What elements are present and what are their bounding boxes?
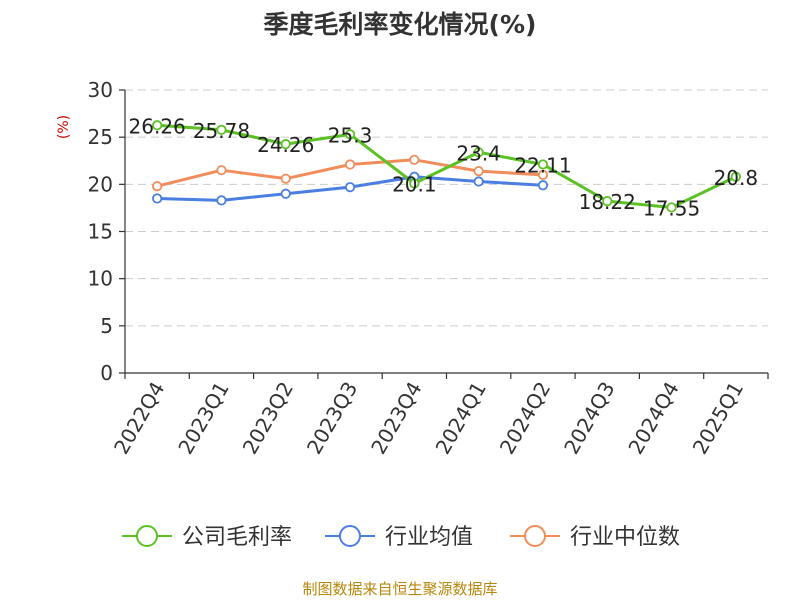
data-point[interactable]: [152, 120, 163, 131]
data-label: 24.26: [257, 133, 314, 157]
legend-swatch-marker: [339, 525, 361, 547]
x-tick-label: 2023Q2: [238, 378, 298, 459]
x-tick-label: 2023Q1: [173, 378, 233, 459]
legend-label: 公司毛利率: [182, 525, 292, 550]
data-labels: 26.26 25.78 24.26 25.3 20.1 23.4 22.11 18.22 17.…: [129, 114, 759, 220]
y-tick-label: 15: [88, 220, 113, 244]
data-point[interactable]: [152, 181, 163, 192]
data-label: 22.11: [514, 153, 571, 177]
data-point[interactable]: [344, 159, 356, 170]
data-label: 20.8: [714, 166, 759, 190]
data-point[interactable]: [666, 202, 677, 213]
axes: [119, 89, 769, 379]
y-tick-label: 0: [100, 361, 113, 385]
data-label: 18.22: [579, 190, 636, 214]
x-tick-label: 2024Q2: [495, 378, 555, 459]
data-point[interactable]: [216, 124, 227, 135]
data-label: 25.3: [328, 123, 373, 147]
data-label: 20.1: [392, 172, 437, 196]
y-axis-label: (%): [56, 115, 72, 139]
legend-label: 行业中位数: [570, 525, 680, 550]
data-label: 25.78: [193, 119, 250, 143]
legend-swatch-marker: [136, 525, 158, 547]
data-point[interactable]: [537, 169, 549, 180]
data-label: 23.4: [456, 141, 501, 165]
data-point[interactable]: [280, 188, 291, 199]
data-point[interactable]: [344, 182, 356, 193]
data-point[interactable]: [473, 166, 484, 177]
data-point[interactable]: [602, 196, 613, 207]
data-point[interactable]: [473, 147, 484, 158]
x-tick-label: 2024Q1: [431, 378, 491, 459]
data-point[interactable]: [280, 139, 291, 150]
x-tick-label: 2024Q3: [559, 378, 619, 459]
data-point[interactable]: [216, 165, 227, 176]
chart-title: 季度毛利率变化情况(%): [264, 10, 537, 39]
data-label: 17.55: [643, 196, 700, 220]
x-tick-label: 2023Q3: [302, 378, 362, 459]
y-tick-label: 10: [88, 267, 113, 291]
legend-swatch-marker: [524, 525, 546, 547]
legend-item-0[interactable]: 公司毛利率: [122, 525, 292, 550]
legend-item-1[interactable]: 行业均值: [325, 525, 473, 550]
x-tick-label: 2025Q1: [688, 378, 748, 459]
data-point[interactable]: [152, 193, 163, 204]
data-point[interactable]: [409, 154, 420, 165]
y-tick-label: 25: [88, 125, 113, 149]
legend-item-2[interactable]: 行业中位数: [510, 525, 680, 550]
series-line-0: [157, 123, 737, 209]
y-tick-label: 5: [100, 314, 113, 338]
data-label: 26.26: [129, 114, 186, 138]
data-point[interactable]: [730, 171, 741, 182]
grid-lines: [125, 89, 768, 327]
y-tick-labels: 0 5 10 15 20 25 30: [88, 78, 113, 385]
data-point[interactable]: [537, 159, 549, 170]
data-point[interactable]: [537, 180, 549, 191]
x-tick-labels: 2022Q4 2023Q1 2023Q2 2023Q3 2023Q4 2024Q1 2024…: [109, 378, 748, 459]
data-point[interactable]: [216, 195, 227, 206]
y-tick-label: 30: [88, 78, 113, 102]
x-tick-label: 2023Q4: [366, 378, 426, 459]
data-point[interactable]: [344, 129, 356, 140]
legend[interactable]: 公司毛利率 行业均值 行业中位数: [122, 525, 680, 550]
x-tick-label: 2022Q4: [109, 378, 169, 459]
data-point[interactable]: [473, 176, 484, 187]
source-note: 制图数据来自恒生聚源数据库: [302, 580, 497, 598]
data-point[interactable]: [280, 173, 291, 184]
y-tick-label: 20: [88, 172, 113, 196]
data-point[interactable]: [409, 178, 420, 189]
legend-label: 行业均值: [385, 525, 473, 550]
series-points: [152, 120, 741, 213]
x-tick-label: 2024Q4: [623, 378, 683, 459]
